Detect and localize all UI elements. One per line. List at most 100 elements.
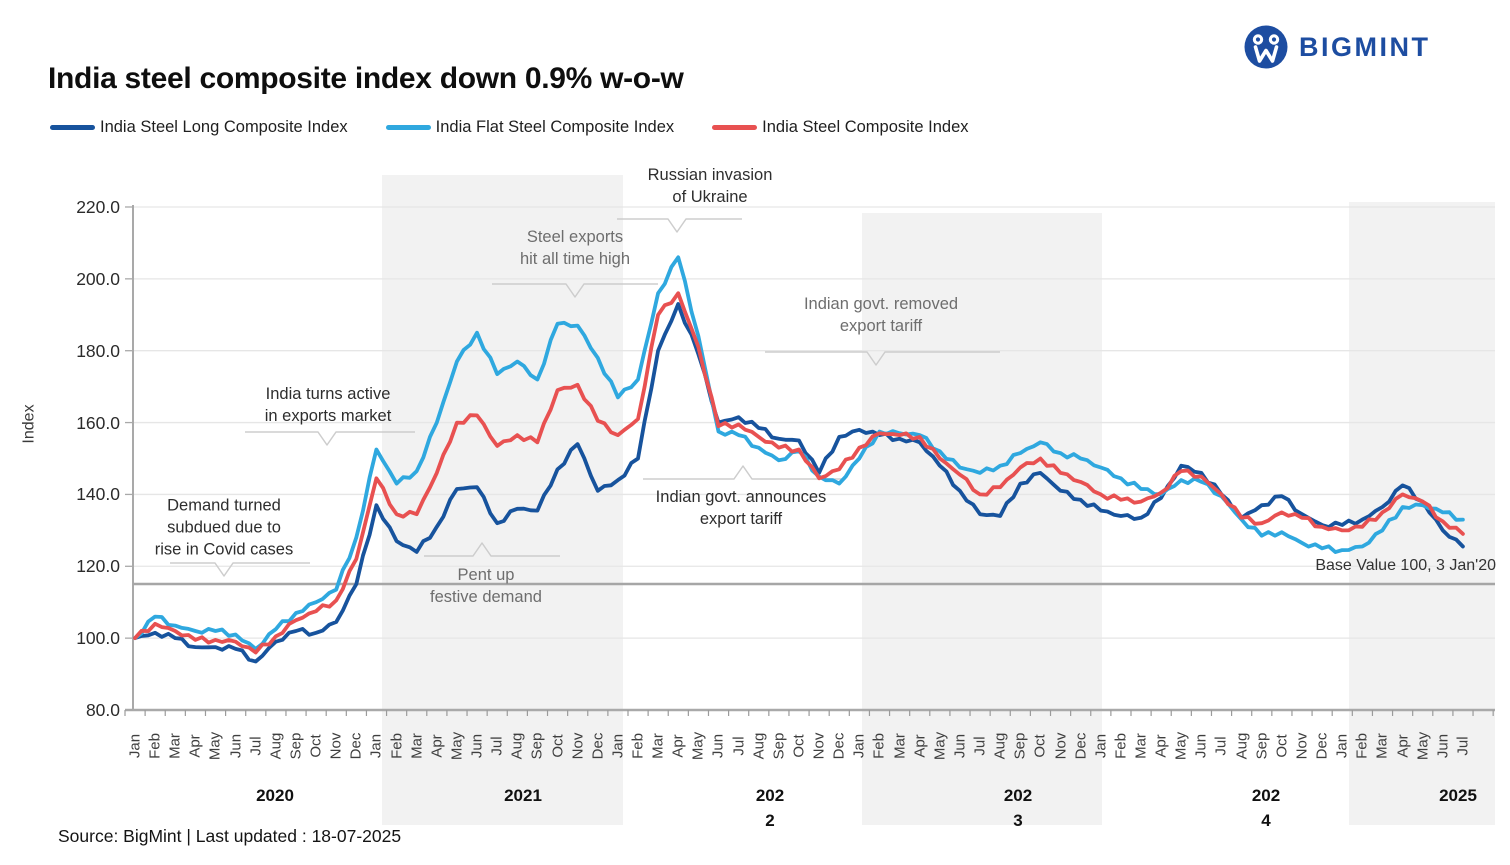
x-month-label: Feb — [1112, 733, 1130, 759]
y-tick-label: 180.0 — [76, 340, 120, 361]
x-month-label: May — [931, 731, 949, 761]
x-month-label: May — [206, 731, 224, 761]
year-band-2021 — [382, 175, 623, 825]
x-month-label: Apr — [669, 734, 687, 758]
legend-item-2: India Steel Composite Index — [712, 118, 969, 137]
x-month-label: Oct — [1031, 734, 1049, 758]
source-caption: Source: BigMint | Last updated : 18-07-2… — [58, 826, 402, 846]
x-month-label: Oct — [790, 734, 808, 758]
x-month-label: Nov — [569, 732, 587, 760]
y-tick-label: 160.0 — [76, 412, 120, 433]
x-month-label: Feb — [870, 733, 888, 759]
annotation-leader-russia-ukraine — [617, 218, 742, 233]
annotation-leader-steel-exports — [492, 283, 658, 298]
annotation-leader-pentup-demand — [424, 542, 560, 557]
series-line-composite — [133, 291, 1465, 655]
x-month-label: Aug — [750, 732, 768, 760]
annotation-exports-active: India turns active in exports market — [264, 385, 392, 425]
annotation-tariff-announce: Indian govt. announces export tariff — [655, 488, 827, 528]
legend-label: India Flat Steel Composite Index — [435, 118, 675, 136]
legend-swatch-icon — [712, 125, 758, 130]
page-title: India steel composite index down 0.9% w-… — [48, 62, 684, 95]
x-month-label: Mar — [408, 733, 426, 759]
x-month-label: Dec — [1313, 732, 1331, 760]
x-month-label: Mar — [166, 733, 184, 759]
x-month-label: Apr — [911, 734, 929, 758]
series-line-long — [133, 302, 1465, 664]
bigmint-logo-text: BIGMINT — [1299, 31, 1431, 62]
x-month-label: Aug — [1233, 732, 1251, 760]
x-month-label: Jul — [730, 736, 748, 756]
x-month-label: Dec — [347, 732, 365, 760]
x-year-label-2020: 2020 — [256, 786, 294, 805]
x-month-label: Jun — [1192, 733, 1210, 759]
annotation-covid-demand: Demand turned subdued due to rise in Covid… — [154, 496, 294, 558]
x-month-label: May — [689, 731, 707, 761]
x-month-label: Mar — [1373, 733, 1391, 759]
y-axis-title: Index — [20, 404, 38, 444]
x-month-label: Dec — [830, 732, 848, 760]
x-month-label: Jul — [971, 736, 989, 756]
y-tick-label: 120.0 — [76, 556, 120, 577]
x-year-label-2023: 202 3 — [1003, 786, 1033, 830]
x-month-label: Jul — [1212, 736, 1230, 756]
x-month-label: Jun — [468, 733, 486, 759]
x-month-label: May — [1172, 731, 1190, 761]
legend-item-0: India Steel Long Composite Index — [50, 118, 348, 137]
x-month-label: Jan — [850, 733, 868, 759]
x-month-label: Mar — [649, 733, 667, 759]
annotation-leader-exports-active — [245, 431, 415, 446]
year-band-2023 — [862, 213, 1102, 825]
x-month-label: Jun — [227, 733, 245, 759]
x-month-label: Oct — [307, 734, 325, 758]
x-month-label: Sep — [770, 732, 788, 760]
x-month-label: Feb — [146, 733, 164, 759]
bigmint-logo: BIGMINT — [1243, 24, 1431, 70]
y-tick-label: 80.0 — [85, 700, 120, 720]
x-year-label-2021: 2021 — [504, 786, 542, 805]
annotation-steel-exports: Steel exports hit all time high — [519, 228, 631, 268]
annotation-leader-covid-demand — [170, 562, 310, 577]
x-month-label: Sep — [528, 732, 546, 760]
y-tick-label: 140.0 — [76, 484, 120, 505]
x-month-label: Nov — [1293, 732, 1311, 760]
x-month-label: Mar — [891, 733, 909, 759]
annotation-russia-ukraine: Russian invasion of Ukraine — [647, 166, 773, 206]
legend-swatch-icon — [50, 125, 95, 130]
bigmint-logo-icon — [1244, 25, 1288, 69]
x-month-label: Aug — [508, 732, 526, 760]
x-month-label: Apr — [428, 734, 446, 758]
x-month-label: Sep — [287, 732, 305, 760]
x-month-label: Mar — [1132, 733, 1150, 759]
x-month-label: Sep — [1011, 732, 1029, 760]
x-month-label: Nov — [327, 732, 345, 760]
x-year-label-2022: 202 2 — [755, 786, 785, 830]
x-month-label: Jul — [488, 736, 506, 756]
x-month-label: May — [448, 731, 466, 761]
x-month-label: Jul — [1454, 736, 1472, 756]
x-month-label: Nov — [1052, 732, 1070, 760]
y-tick-label: 100.0 — [76, 628, 120, 649]
x-month-label: Jun — [951, 733, 969, 759]
x-month-label: Feb — [629, 733, 647, 759]
x-month-label: Oct — [1273, 734, 1291, 758]
x-year-label-2024: 202 4 — [1251, 786, 1281, 830]
x-month-label: Jun — [709, 733, 727, 759]
legend-label: India Steel Composite Index — [762, 118, 969, 136]
base-value-label: Base Value 100, 3 Jan'20 — [1315, 557, 1496, 574]
x-month-label: Jan — [1092, 733, 1110, 759]
annotation-pentup-demand: Pent up festive demand — [430, 566, 542, 606]
x-month-label: Jan — [126, 733, 144, 759]
x-month-label: Oct — [549, 734, 567, 758]
x-month-label: Feb — [1353, 733, 1371, 759]
x-month-label: Apr — [1394, 734, 1412, 758]
legend-swatch-icon — [385, 125, 431, 130]
x-year-label-2025: 2025 — [1439, 786, 1477, 805]
x-month-label: Jan — [1333, 733, 1351, 759]
legend-label: India Steel Long Composite Index — [100, 118, 348, 136]
x-month-label: Nov — [810, 732, 828, 760]
x-month-label: Dec — [589, 732, 607, 760]
x-month-label: Jan — [609, 733, 627, 759]
